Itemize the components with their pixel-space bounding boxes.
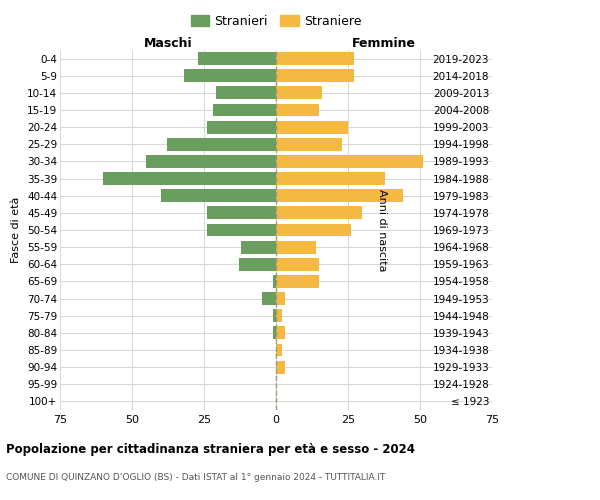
Bar <box>276 104 319 117</box>
Bar <box>146 155 276 168</box>
Bar <box>276 240 316 254</box>
Bar <box>207 206 276 220</box>
Bar <box>273 310 276 322</box>
Bar <box>212 104 276 117</box>
Bar <box>276 275 319 288</box>
Bar <box>276 155 423 168</box>
Bar <box>207 224 276 236</box>
Bar <box>276 206 362 220</box>
Bar <box>276 52 354 65</box>
Bar <box>262 292 276 305</box>
Bar <box>276 172 385 185</box>
Bar <box>276 70 354 82</box>
Y-axis label: Fasce di età: Fasce di età <box>11 197 22 263</box>
Bar <box>241 240 276 254</box>
Bar <box>276 86 322 100</box>
Legend: Stranieri, Straniere: Stranieri, Straniere <box>187 11 365 32</box>
Bar <box>276 190 403 202</box>
Bar <box>276 344 282 356</box>
Bar <box>215 86 276 100</box>
Bar <box>161 190 276 202</box>
Bar <box>276 258 319 270</box>
Text: Popolazione per cittadinanza straniera per età e sesso - 2024: Popolazione per cittadinanza straniera p… <box>6 442 415 456</box>
Bar <box>276 326 284 340</box>
Y-axis label: Anni di nascita: Anni di nascita <box>377 188 387 271</box>
Bar <box>184 70 276 82</box>
Bar <box>239 258 276 270</box>
Bar <box>276 292 284 305</box>
Text: COMUNE DI QUINZANO D’OGLIO (BS) - Dati ISTAT al 1° gennaio 2024 - TUTTITALIA.IT: COMUNE DI QUINZANO D’OGLIO (BS) - Dati I… <box>6 472 385 482</box>
Bar <box>276 224 351 236</box>
Bar <box>273 326 276 340</box>
Text: Maschi: Maschi <box>143 37 193 50</box>
Bar <box>167 138 276 150</box>
Bar <box>103 172 276 185</box>
Bar <box>276 360 284 374</box>
Bar <box>207 120 276 134</box>
Bar <box>276 138 342 150</box>
Text: Femmine: Femmine <box>352 37 416 50</box>
Bar <box>273 275 276 288</box>
Bar <box>276 310 282 322</box>
Bar <box>276 120 348 134</box>
Bar <box>198 52 276 65</box>
